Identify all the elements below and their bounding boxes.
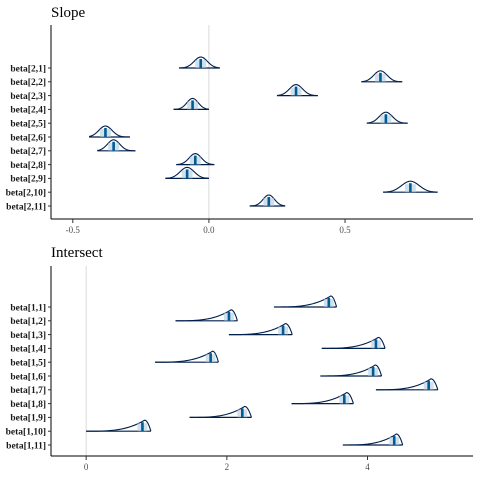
slope-y-tick-label: beta[2,2] [10, 78, 46, 88]
intersect-ridge [342, 433, 404, 446]
slope-ridge [173, 97, 209, 111]
slope-y-tick-label: beta[2,5] [10, 120, 46, 130]
slope-density-curve [366, 111, 408, 124]
slope-panel-title: Slope [51, 5, 86, 21]
slope-ridge [366, 111, 408, 124]
intersect-x-ticks: 0 2 4 [84, 456, 370, 472]
slope-ridge [89, 125, 130, 138]
slope-ridge [383, 180, 438, 193]
slope-ridge [249, 194, 286, 207]
intersect-ridges [86, 295, 439, 446]
intersect-y-tick-label: beta[1,2] [10, 317, 46, 327]
intersect-ridge [320, 364, 383, 377]
intersect-y-tick-label: beta[1,6] [10, 372, 46, 382]
slope-ridge [176, 153, 215, 166]
slope-panel: Slope beta[2,1]beta[2,2]beta[2,3]beta[2,… [6, 5, 473, 235]
intersect-ridge [155, 350, 219, 363]
slope-ridge [97, 139, 136, 152]
slope-ridge [165, 166, 209, 179]
slope-y-tick-label: beta[2,1] [10, 64, 46, 74]
intersect-y-tick-label: beta[1,1] [10, 303, 46, 313]
slope-x-tick-label: 0.5 [339, 225, 351, 235]
slope-y-tick-label: beta[2,11] [6, 202, 46, 212]
intersect-y-tick-label: beta[1,4] [10, 345, 46, 355]
slope-y-tick-label: beta[2,3] [10, 92, 46, 102]
slope-density-curve [165, 166, 209, 179]
slope-y-tick-label: beta[2,4] [10, 106, 46, 116]
slope-ridge [361, 70, 403, 83]
intersect-ridge [189, 405, 252, 418]
slope-y-tick-label: beta[2,7] [10, 147, 46, 157]
intersect-ridge [321, 336, 386, 349]
intersect-x-tick-label: 2 [225, 462, 230, 472]
intersect-ridge [273, 295, 338, 308]
intersect-y-tick-label: beta[1,3] [10, 331, 46, 341]
slope-density-curve [173, 97, 209, 110]
slope-density-curve [383, 180, 438, 193]
slope-density-curve [176, 153, 215, 166]
slope-density-curve [276, 84, 318, 97]
intersect-ridge [228, 323, 293, 336]
slope-density-curve [361, 70, 403, 83]
slope-x-tick-label: 0.0 [203, 225, 215, 235]
slope-y-tick-label: beta[2,9] [10, 175, 46, 185]
intersect-x-tick-label: 4 [365, 462, 370, 472]
slope-y-ticks: beta[2,1] beta[2,2] beta[2,3] beta[2,4] beta… [6, 64, 51, 212]
intersect-y-tick-label: beta[1,9] [10, 414, 46, 424]
slope-density-curve [249, 194, 286, 207]
intersect-ridge [86, 419, 152, 432]
intersect-ridge [175, 309, 238, 322]
slope-ridge [178, 56, 220, 69]
intersect-y-tick-label: beta[1,10] [6, 428, 46, 438]
intersect-panel-title: Intersect [51, 245, 103, 261]
intersect-x-tick-label: 0 [84, 462, 89, 472]
intersect-ridge [375, 378, 439, 391]
intersect-y-tick-label: beta[1,7] [10, 386, 46, 396]
intersect-y-tick-label: beta[1,5] [10, 359, 46, 369]
intersect-y-ticks: beta[1,1] beta[1,2] beta[1,3] beta[1,4] beta… [6, 303, 51, 451]
intersect-y-tick-label: beta[1,8] [10, 400, 46, 410]
slope-ridge [276, 84, 318, 97]
slope-y-tick-label: beta[2,6] [10, 133, 46, 143]
intersect-panel: Intersect beta[1,1]beta[1,2]beta[1,3]bet… [6, 245, 473, 472]
slope-x-tick-label: -0.5 [66, 225, 81, 235]
intersect-ridge [291, 392, 354, 405]
slope-ridges [89, 56, 438, 207]
intersect-y-tick-label: beta[1,11] [6, 441, 46, 451]
slope-density-curve [178, 56, 220, 69]
slope-y-tick-label: beta[2,10] [6, 189, 46, 199]
slope-y-tick-label: beta[2,8] [10, 161, 46, 171]
slope-x-ticks: -0.5 0.0 0.5 [66, 219, 351, 235]
